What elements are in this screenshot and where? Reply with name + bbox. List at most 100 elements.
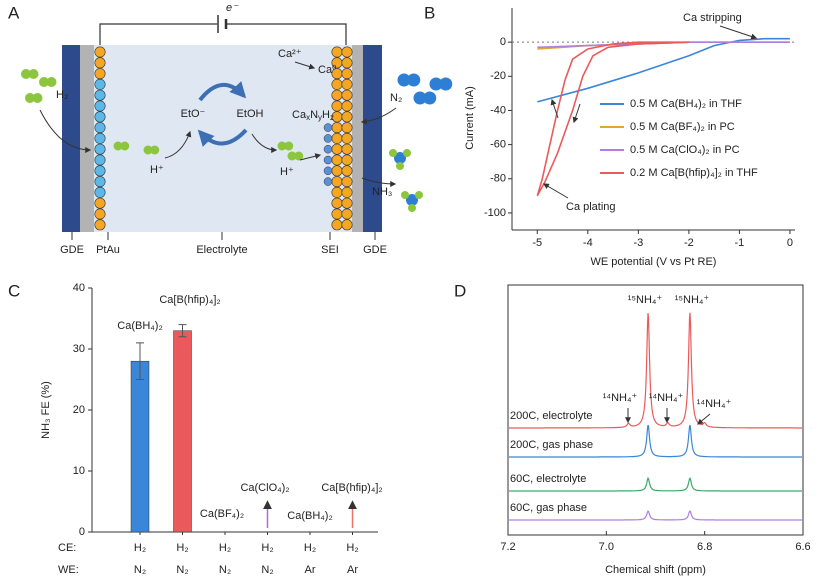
arrow bbox=[360, 107, 397, 125]
cycle-arrow bbox=[197, 128, 248, 147]
y-tick-label: -100 bbox=[484, 207, 506, 219]
catalyst-atom bbox=[94, 89, 106, 101]
bar-label: Ca(ClO₄)₂ bbox=[240, 482, 289, 494]
species-label: NH₃ bbox=[372, 186, 392, 198]
calcium-atom bbox=[341, 143, 353, 155]
calcium-atom bbox=[341, 57, 353, 69]
row-label: WE: bbox=[58, 564, 79, 576]
x-tick-label: -4 bbox=[583, 237, 593, 249]
x-tick-label: -5 bbox=[532, 237, 542, 249]
arrow bbox=[719, 25, 758, 40]
sei-atom bbox=[323, 134, 333, 143]
arrow bbox=[39, 109, 92, 153]
arrow bbox=[572, 103, 581, 124]
arrow bbox=[550, 98, 559, 119]
molecule-atom bbox=[415, 191, 423, 199]
species-label: Ca⁰ bbox=[318, 64, 337, 76]
catalyst-atom bbox=[94, 219, 106, 231]
data-line bbox=[537, 37, 790, 103]
molecule-atom bbox=[150, 145, 160, 155]
label-part: y bbox=[318, 113, 322, 122]
species-label: CaxNyHz bbox=[292, 109, 334, 122]
calcium-atom bbox=[341, 46, 353, 58]
calcium-atom bbox=[331, 197, 343, 209]
x-tick-label: N₂ bbox=[261, 564, 273, 576]
spectrum-trace bbox=[509, 424, 802, 458]
y-tick-label: -60 bbox=[490, 139, 506, 151]
molecule-atom bbox=[120, 141, 130, 151]
sei-atom bbox=[323, 177, 333, 186]
molecule-atom bbox=[294, 151, 304, 161]
species-label: EtOH bbox=[237, 108, 264, 120]
molecule-atom bbox=[143, 145, 153, 155]
x-tick-label: H₂ bbox=[134, 542, 146, 554]
species-label: N₂ bbox=[390, 92, 402, 104]
calcium-atom bbox=[341, 176, 353, 188]
porous-left bbox=[80, 45, 94, 232]
y-tick-label: -20 bbox=[490, 70, 506, 82]
legend-label: 0.5 M Ca(BF₄)₂ in PC bbox=[630, 121, 735, 133]
annotation: ¹⁵NH₄⁺ bbox=[628, 294, 663, 306]
label-part: H bbox=[322, 109, 330, 121]
catalyst-atom bbox=[94, 57, 106, 69]
catalyst-atom bbox=[94, 208, 106, 220]
catalyst-atom bbox=[94, 68, 106, 80]
annotation: ¹⁵NH₄⁺ bbox=[675, 294, 710, 306]
molecule-atom bbox=[28, 69, 39, 79]
x-tick-label: 0 bbox=[787, 237, 793, 249]
molecule-atom bbox=[429, 77, 443, 91]
calcium-atom bbox=[331, 154, 343, 166]
catalyst-atom bbox=[94, 122, 106, 134]
x-tick-label: H₂ bbox=[304, 542, 316, 554]
catalyst-atom bbox=[94, 100, 106, 112]
x-axis-label: WE potential (V vs Pt RE) bbox=[591, 256, 717, 268]
y-tick-label: 10 bbox=[73, 465, 85, 477]
bar-label: Ca(BH₄)₂ bbox=[287, 510, 332, 522]
calcium-atom bbox=[331, 186, 343, 198]
molecule-atom bbox=[277, 141, 287, 151]
y-tick-label: 40 bbox=[73, 282, 85, 294]
battery-gap bbox=[217, 18, 227, 30]
bar-label: Ca[B(hfip)₄]₂ bbox=[159, 294, 220, 306]
calcium-atom bbox=[331, 143, 343, 155]
catalyst-atom bbox=[94, 78, 106, 90]
catalyst-atom bbox=[94, 186, 106, 198]
x-tick-label: N₂ bbox=[219, 564, 231, 576]
x-tick-label: -2 bbox=[684, 237, 694, 249]
molecule-atom bbox=[406, 194, 418, 206]
arrow bbox=[542, 183, 569, 199]
calcium-atom bbox=[341, 122, 353, 134]
molecule-atom bbox=[408, 204, 416, 212]
electron-label: e⁻ bbox=[226, 2, 239, 14]
x-tick-label: 6.8 bbox=[697, 541, 712, 553]
molecule-atom bbox=[46, 77, 57, 87]
calcium-atom bbox=[331, 46, 343, 58]
label-part: z bbox=[330, 113, 334, 122]
molecule-atom bbox=[397, 73, 411, 87]
y-tick-label: 0 bbox=[79, 526, 85, 538]
calcium-atom bbox=[341, 78, 353, 90]
bar bbox=[130, 360, 150, 533]
catalyst-atom bbox=[94, 176, 106, 188]
x-tick-label: N₂ bbox=[176, 564, 188, 576]
calcium-atom bbox=[331, 208, 343, 220]
label-part: x bbox=[306, 113, 310, 122]
gde-left bbox=[62, 45, 80, 232]
calcium-atom bbox=[341, 132, 353, 144]
calcium-atom bbox=[341, 186, 353, 198]
plot-frame bbox=[507, 284, 804, 536]
calcium-atom bbox=[331, 89, 343, 101]
label-part: N bbox=[310, 109, 318, 121]
catalyst-atom bbox=[94, 111, 106, 123]
calcium-atom bbox=[341, 89, 353, 101]
spectrum-trace bbox=[509, 510, 802, 521]
x-axis-label: Chemical shift (ppm) bbox=[605, 564, 706, 576]
y-tick-label: 20 bbox=[73, 404, 85, 416]
arrow bbox=[294, 61, 316, 70]
arrow bbox=[697, 413, 711, 425]
x-tick-label: Ar bbox=[347, 564, 358, 576]
trace-label: 200C, electrolyte bbox=[510, 410, 593, 422]
species-label: Ca²⁺ bbox=[278, 48, 302, 60]
gde-right bbox=[363, 45, 382, 232]
sei-atom bbox=[323, 166, 333, 176]
